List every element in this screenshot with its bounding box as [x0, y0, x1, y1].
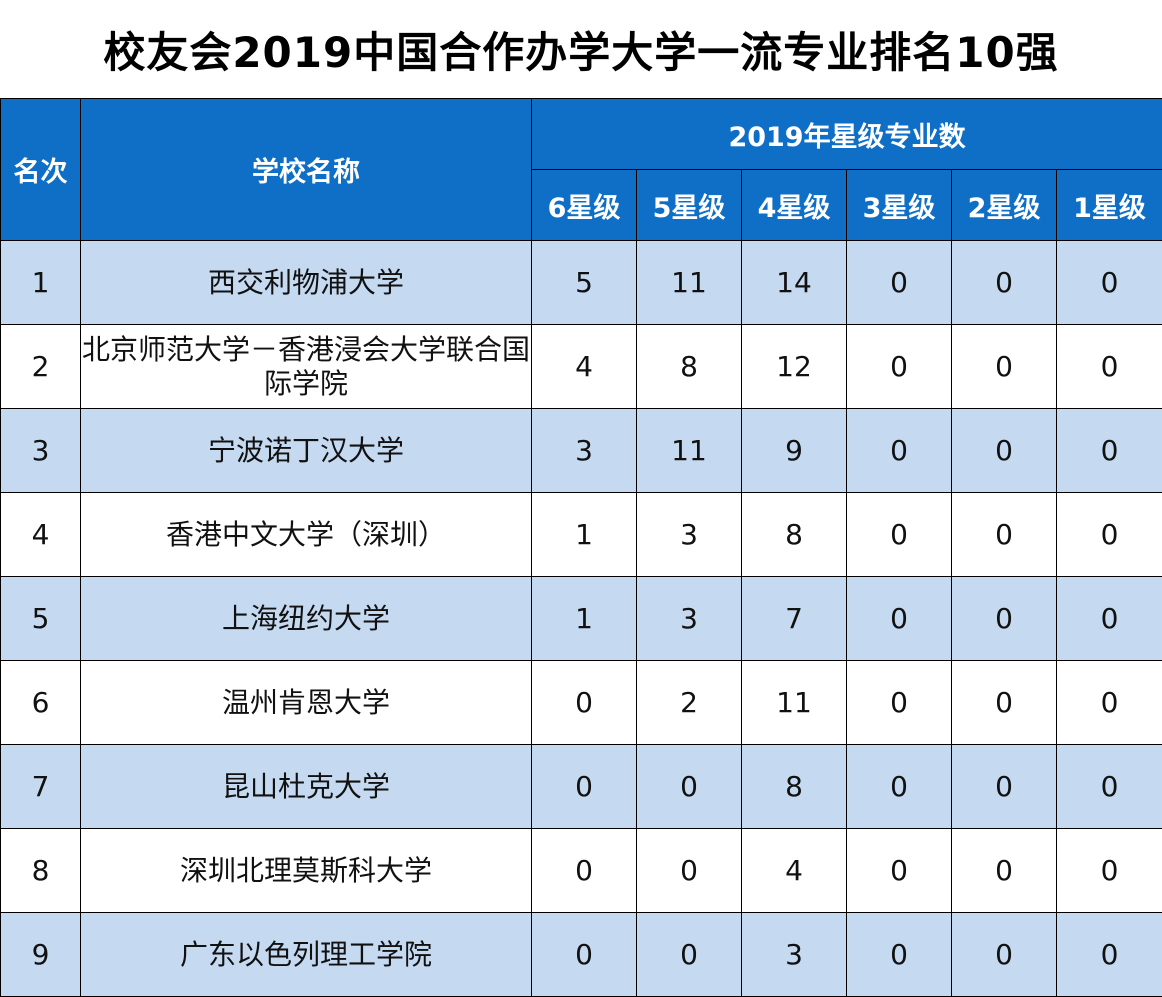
rank-cell: 2: [0, 324, 81, 409]
count-cell-5-star: 8: [636, 324, 742, 409]
count-cell-2-star: 0: [951, 576, 1057, 661]
school-cell: 香港中文大学（深圳）: [80, 492, 532, 577]
header-3-star: 3星级: [846, 169, 952, 241]
count-cell-1-star: 0: [1055, 492, 1162, 577]
table-row: 7 昆山杜克大学 0 0 8 0 0 0: [0, 744, 1162, 829]
rank-cell: 8: [0, 828, 81, 913]
page-title: 校友会2019中国合作办学大学一流专业排名10强: [103, 27, 1059, 77]
count-cell-2-star: 0: [951, 492, 1057, 577]
count-cell-5-star: 2: [636, 660, 742, 745]
count-cell-3-star: 0: [846, 744, 952, 829]
count-cell-2-star: 0: [951, 744, 1057, 829]
count-cell-6-star: 0: [531, 912, 637, 997]
count-cell-2-star: 0: [951, 660, 1057, 745]
rank-cell: 7: [0, 744, 81, 829]
count-cell-1-star: 0: [1055, 828, 1162, 913]
table-row: 2 北京师范大学－香港浸会大学联合国际学院 4 8 12 0 0 0: [0, 324, 1162, 409]
header-school: 学校名称: [80, 98, 532, 241]
count-cell-6-star: 1: [531, 576, 637, 661]
header-6-star: 6星级: [531, 169, 637, 241]
school-cell: 北京师范大学－香港浸会大学联合国际学院: [80, 324, 532, 409]
header-4-star: 4星级: [741, 169, 847, 241]
count-cell-3-star: 0: [846, 324, 952, 409]
rank-cell: 3: [0, 408, 81, 493]
count-cell-6-star: 4: [531, 324, 637, 409]
header-5-star: 5星级: [636, 169, 742, 241]
count-cell-1-star: 0: [1055, 240, 1162, 325]
count-cell-4-star: 12: [741, 324, 847, 409]
rank-cell: 6: [0, 660, 81, 745]
count-cell-3-star: 0: [846, 240, 952, 325]
school-cell: 上海纽约大学: [80, 576, 532, 661]
school-cell: 温州肯恩大学: [80, 660, 532, 745]
count-cell-6-star: 0: [531, 744, 637, 829]
count-cell-1-star: 0: [1055, 912, 1162, 997]
count-cell-5-star: 0: [636, 744, 742, 829]
ranking-table: 名次 学校名称 2019年星级专业数 6星级 5星级 4星级 3星级 2星级 1…: [0, 98, 1162, 997]
count-cell-2-star: 0: [951, 324, 1057, 409]
count-cell-1-star: 0: [1055, 324, 1162, 409]
count-cell-1-star: 0: [1055, 744, 1162, 829]
table-row: 6 温州肯恩大学 0 2 11 0 0 0: [0, 660, 1162, 745]
count-cell-6-star: 1: [531, 492, 637, 577]
school-cell: 昆山杜克大学: [80, 744, 532, 829]
count-cell-1-star: 0: [1055, 408, 1162, 493]
school-cell: 深圳北理莫斯科大学: [80, 828, 532, 913]
count-cell-4-star: 11: [741, 660, 847, 745]
rank-cell: 1: [0, 240, 81, 325]
header-1-star: 1星级: [1055, 169, 1162, 241]
school-cell: 西交利物浦大学: [80, 240, 532, 325]
count-cell-6-star: 0: [531, 660, 637, 745]
count-cell-5-star: 3: [636, 576, 742, 661]
table-row: 9 广东以色列理工学院 0 0 3 0 0 0: [0, 912, 1162, 997]
count-cell-3-star: 0: [846, 492, 952, 577]
count-cell-5-star: 11: [636, 408, 742, 493]
count-cell-3-star: 0: [846, 828, 952, 913]
count-cell-4-star: 7: [741, 576, 847, 661]
count-cell-2-star: 0: [951, 408, 1057, 493]
school-cell: 广东以色列理工学院: [80, 912, 532, 997]
count-cell-5-star: 3: [636, 492, 742, 577]
header-2-star: 2星级: [951, 169, 1057, 241]
count-cell-5-star: 11: [636, 240, 742, 325]
count-cell-3-star: 0: [846, 912, 952, 997]
count-cell-2-star: 0: [951, 828, 1057, 913]
count-cell-4-star: 8: [741, 744, 847, 829]
table-row: 4 香港中文大学（深圳） 1 3 8 0 0 0: [0, 492, 1162, 577]
count-cell-6-star: 3: [531, 408, 637, 493]
count-cell-6-star: 0: [531, 828, 637, 913]
header-rank: 名次: [0, 98, 81, 241]
header-star-group: 2019年星级专业数: [530, 98, 1162, 170]
rank-cell: 9: [0, 912, 81, 997]
rank-cell: 5: [0, 576, 81, 661]
table-row: 8 深圳北理莫斯科大学 0 0 4 0 0 0: [0, 828, 1162, 913]
count-cell-2-star: 0: [951, 240, 1057, 325]
count-cell-1-star: 0: [1055, 576, 1162, 661]
count-cell-6-star: 5: [531, 240, 637, 325]
school-cell: 宁波诺丁汉大学: [80, 408, 532, 493]
count-cell-4-star: 4: [741, 828, 847, 913]
table-row: 5 上海纽约大学 1 3 7 0 0 0: [0, 576, 1162, 661]
count-cell-3-star: 0: [846, 408, 952, 493]
count-cell-4-star: 8: [741, 492, 847, 577]
table-row: 3 宁波诺丁汉大学 3 11 9 0 0 0: [0, 408, 1162, 493]
count-cell-3-star: 0: [846, 576, 952, 661]
count-cell-2-star: 0: [951, 912, 1057, 997]
count-cell-5-star: 0: [636, 828, 742, 913]
count-cell-4-star: 3: [741, 912, 847, 997]
count-cell-1-star: 0: [1055, 660, 1162, 745]
count-cell-5-star: 0: [636, 912, 742, 997]
table-row: 1 西交利物浦大学 5 11 14 0 0 0: [0, 240, 1162, 325]
rank-cell: 4: [0, 492, 81, 577]
count-cell-4-star: 9: [741, 408, 847, 493]
count-cell-3-star: 0: [846, 660, 952, 745]
count-cell-4-star: 14: [741, 240, 847, 325]
